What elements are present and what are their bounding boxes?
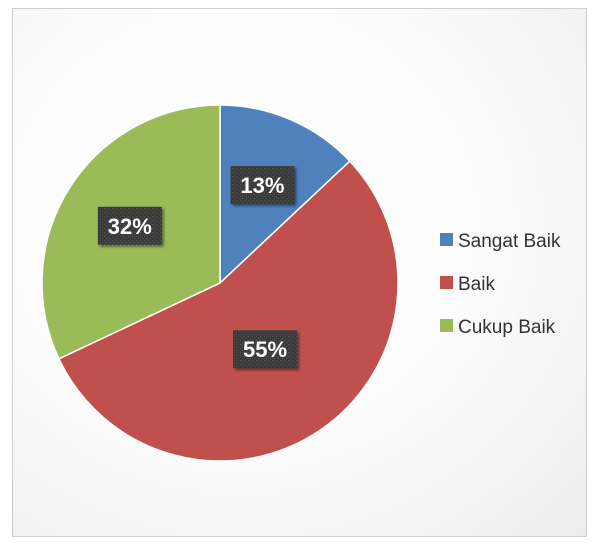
legend-swatch <box>440 233 453 246</box>
data-label-baik: 55% <box>233 330 298 369</box>
data-label-cukup-baik: 32% <box>97 206 162 245</box>
legend-swatch <box>440 319 453 332</box>
data-label-text: 13% <box>240 173 284 198</box>
legend-swatch <box>440 276 453 289</box>
data-label-box <box>97 206 162 245</box>
legend-label: Baik <box>458 274 495 295</box>
legend-item-cukup-baik: Cukup Baik <box>440 317 556 338</box>
data-label-sangat-baik: 13% <box>230 165 295 204</box>
data-label-box <box>230 165 295 204</box>
legend-label: Sangat Baik <box>458 231 561 252</box>
data-label-text: 32% <box>108 214 152 239</box>
data-label-box <box>233 330 298 369</box>
data-label-text: 55% <box>243 337 287 362</box>
pie-slice-baik <box>57 160 399 462</box>
legend-label: Cukup Baik <box>458 317 556 338</box>
legend-item-baik: Baik <box>440 274 495 295</box>
legend-item-sangat-baik: Sangat Baik <box>440 231 561 252</box>
